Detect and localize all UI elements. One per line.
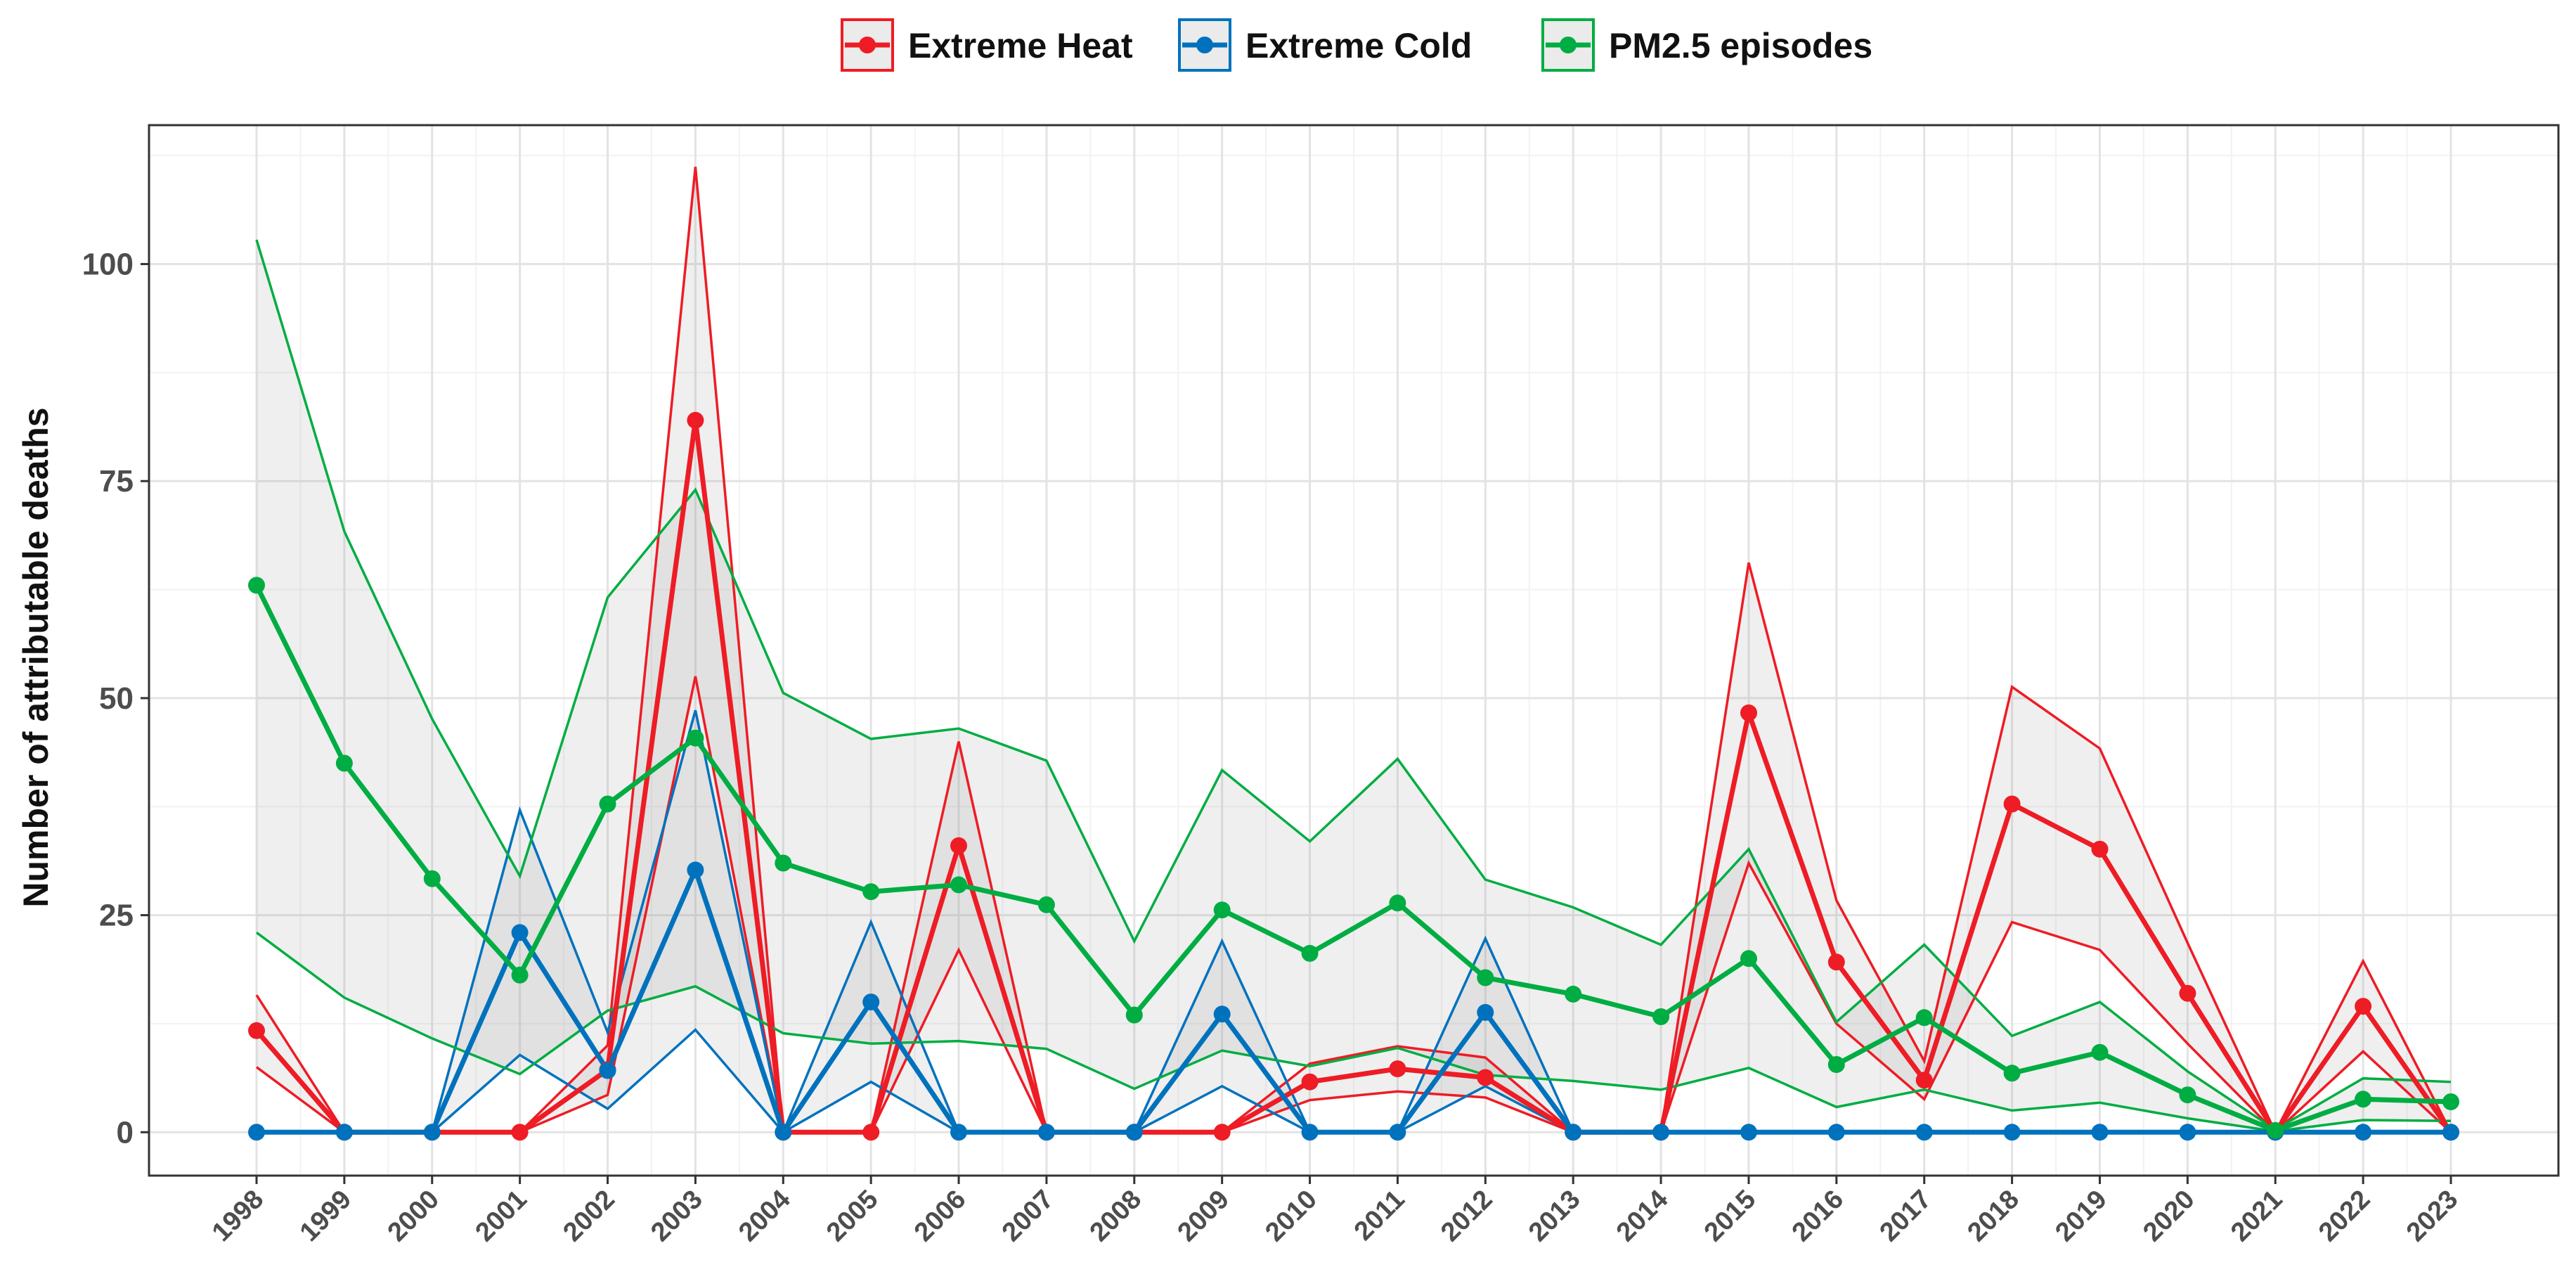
extreme-cold-point xyxy=(1565,1124,1582,1141)
extreme-heat-point xyxy=(2179,984,2196,1002)
extreme-cold-point xyxy=(1213,1005,1231,1023)
extreme-heat-point xyxy=(511,1124,529,1141)
extreme-cold-point xyxy=(2091,1124,2109,1141)
extreme-heat-point xyxy=(2091,840,2109,858)
extreme-cold-point xyxy=(423,1124,441,1141)
extreme-heat-point xyxy=(1740,704,1757,721)
pm2-5-episodes-upper-bound-line xyxy=(255,239,2452,1131)
pm2-5-episodes-point xyxy=(511,966,529,984)
extreme-cold-point xyxy=(1301,1124,1319,1141)
y-tick-label: 50 xyxy=(99,681,134,716)
pm2-5-episodes-point xyxy=(2091,1043,2109,1061)
extreme-cold-point xyxy=(2179,1124,2196,1141)
extreme-heat-point xyxy=(2003,795,2021,813)
pm2-5-episodes-point xyxy=(862,883,880,901)
extreme-cold-point xyxy=(1389,1124,1406,1141)
extreme-heat-legend-label: Extreme Heat xyxy=(908,26,1133,65)
extreme-cold-point xyxy=(1125,1124,1143,1141)
pm2-5-episodes-line xyxy=(254,584,2452,1133)
extreme-heat-point xyxy=(1915,1072,1933,1089)
pm2-5-episodes-ribbon xyxy=(257,240,2451,1131)
extreme-cold-point xyxy=(1827,1124,1845,1141)
y-tick-label: 25 xyxy=(99,899,134,933)
pm2-5-episodes-point xyxy=(1477,969,1494,986)
extreme-cold-line xyxy=(257,867,2451,1135)
panel-border xyxy=(148,124,2560,1177)
extreme-heat-point xyxy=(2355,998,2372,1015)
extreme-heat-line xyxy=(254,418,2453,1135)
extreme-cold-point xyxy=(511,924,529,941)
extreme-cold-point xyxy=(950,1124,967,1141)
pm2-5-episodes-point xyxy=(2003,1065,2021,1082)
extreme-cold-point xyxy=(2003,1124,2021,1141)
extreme-cold-point xyxy=(1652,1124,1670,1141)
extreme-cold-ribbon xyxy=(257,710,2451,1133)
extreme-cold-legend-label: Extreme Cold xyxy=(1245,26,1472,65)
y-tick-label: 100 xyxy=(82,247,134,282)
pm2-5-episodes-point xyxy=(1565,985,1582,1003)
pm2-5-episodes-point xyxy=(775,854,792,872)
extreme-heat-ribbon xyxy=(257,167,2451,1133)
extreme-heat-point xyxy=(248,1022,265,1039)
extreme-cold-point xyxy=(335,1124,353,1141)
y-tick-label: 75 xyxy=(99,464,134,499)
extreme-cold-point xyxy=(1915,1124,1933,1141)
pm2-5-episodes-point xyxy=(2442,1093,2459,1110)
confidence-ribbons xyxy=(257,167,2451,1133)
extreme-heat-point xyxy=(1213,1124,1231,1141)
pm2-5-episodes-point xyxy=(1827,1056,1845,1073)
pm2-5-episodes-point xyxy=(687,729,704,747)
extreme-heat-point xyxy=(687,411,704,429)
extreme-heat-point xyxy=(950,837,967,854)
extreme-cold-point xyxy=(2442,1124,2459,1141)
extreme-heat-lower-bound-line xyxy=(255,676,2452,1134)
extreme-cold-point xyxy=(1037,1124,1055,1141)
extreme-cold-legend-point xyxy=(1196,37,1213,53)
pm2-5-episodes-point xyxy=(1301,944,1319,962)
extreme-heat-point xyxy=(1389,1060,1406,1078)
pm2-5-episodes-point xyxy=(2355,1091,2372,1108)
extreme-heat-point xyxy=(1827,953,1845,971)
pm2-5-episodes-point xyxy=(1652,1008,1670,1025)
extreme-heat-point xyxy=(1301,1073,1319,1091)
extreme-cold-point xyxy=(775,1124,792,1141)
series-points xyxy=(248,411,2459,1141)
pm2-5-episodes-point xyxy=(2267,1121,2284,1139)
pm2-5-episodes-legend-point xyxy=(1560,37,1577,53)
legend: Extreme Heat Extreme Cold PM2.5 episodes xyxy=(841,18,1872,72)
pm2-5-episodes-point xyxy=(1125,1006,1143,1024)
extreme-heat-upper-bound-line xyxy=(255,167,2452,1136)
pm2-5-episodes-point xyxy=(1389,894,1406,912)
y-tick-label: 0 xyxy=(117,1115,134,1150)
pm2-5-episodes-point xyxy=(248,577,265,594)
pm2-5-episodes-point xyxy=(423,870,441,887)
extreme-cold-point xyxy=(248,1124,265,1141)
extreme-heat-point xyxy=(1477,1069,1494,1086)
pm2-5-episodes-legend-label: PM2.5 episodes xyxy=(1609,26,1872,65)
pm2-5-episodes-lower-bound-line xyxy=(255,931,2452,1133)
series-lines xyxy=(254,418,2453,1135)
extreme-cold-point xyxy=(1477,1003,1494,1021)
extreme-cold-point xyxy=(1740,1124,1757,1141)
extreme-cold-point xyxy=(687,861,704,879)
pm2-5-episodes-point xyxy=(2179,1086,2196,1104)
y-axis-title: Number of attributable deaths xyxy=(16,407,56,907)
pm2-5-episodes-point xyxy=(950,876,967,894)
extreme-heat-legend-point xyxy=(859,37,876,53)
extreme-cold-point xyxy=(599,1062,616,1079)
extreme-heat-point xyxy=(862,1124,880,1141)
pm2-5-episodes-point xyxy=(1915,1009,1933,1027)
pm2-5-episodes-point xyxy=(1037,896,1055,913)
pm2-5-episodes-point xyxy=(1213,901,1231,919)
extreme-cold-point xyxy=(2355,1124,2372,1141)
pm2-5-episodes-point xyxy=(335,754,353,772)
pm2-5-episodes-point xyxy=(599,795,616,813)
extreme-cold-point xyxy=(862,994,880,1011)
pm2-5-episodes-point xyxy=(1740,950,1757,967)
